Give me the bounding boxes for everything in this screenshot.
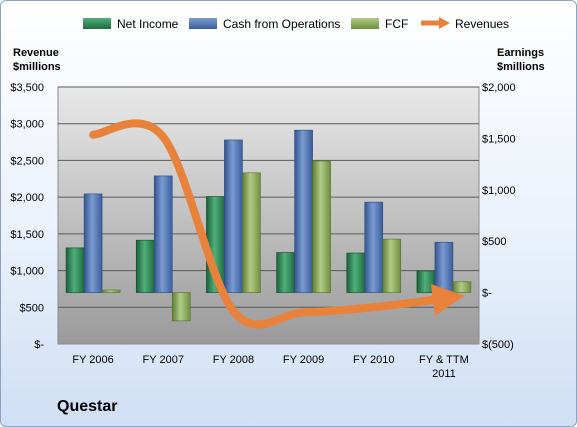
left-tick-label: $1,500 — [10, 229, 44, 241]
left-axis-title-line-2: $millions — [13, 61, 61, 73]
legend-revenues-label: Revenues — [455, 17, 510, 31]
right-tick-label: $2,000 — [482, 82, 516, 94]
cash-ops-bar — [364, 201, 384, 293]
net-income-bar — [65, 247, 85, 293]
x-tick-label: FY 2007 — [143, 354, 184, 366]
right-tick-label: $1,000 — [482, 185, 516, 197]
revenues-line — [89, 119, 465, 329]
cash-ops-bar — [83, 193, 103, 293]
cash-ops-bar — [434, 241, 454, 293]
cash-ops-bar — [294, 129, 313, 293]
left-tick-label: $3,500 — [10, 82, 44, 94]
right-tick-label: $(500) — [482, 339, 514, 351]
left-tick-label: $2,500 — [10, 155, 44, 167]
x-tick-label: FY 2009 — [283, 354, 324, 366]
company-name: Questar — [57, 398, 118, 415]
net-income-bar — [135, 239, 155, 293]
right-axis-title-line-2: $millions — [497, 61, 545, 73]
x-tick-label: 2011 — [432, 368, 456, 380]
right-tick-label: $500 — [482, 236, 506, 248]
x-tick-label: FY 2008 — [213, 354, 254, 366]
fcf-bar — [171, 292, 191, 322]
cash-ops-bar — [153, 175, 173, 293]
fcf-bar — [242, 172, 261, 293]
x-tick-label: FY 2006 — [72, 354, 113, 366]
right-tick-label: $1,500 — [482, 133, 516, 145]
net-income-bar — [346, 252, 366, 293]
chart-svg: $- $500 $1,000 $1,500 $2,000 $2,500 $3,000 $3,5… — [10, 82, 516, 380]
left-tick-label: $3,000 — [10, 119, 44, 131]
legend-net-income-swatch — [83, 18, 111, 29]
fcf-bar — [382, 238, 402, 293]
legend-cash-ops-label: Cash from Operations — [223, 17, 341, 31]
left-tick-label: $500 — [20, 302, 44, 314]
fcf-bar — [101, 289, 121, 293]
net-income-bar — [276, 252, 295, 293]
legend-cash-ops-swatch — [189, 18, 217, 29]
x-tick-label: FY & TTM — [419, 354, 469, 366]
legend-fcf-swatch — [351, 18, 379, 29]
fcf-bar — [452, 281, 472, 293]
cash-ops-bar — [224, 139, 243, 293]
left-tick-label: $1,000 — [10, 266, 44, 278]
legend-fcf-label: FCF — [385, 17, 409, 31]
right-tick-label: $- — [482, 288, 492, 300]
right-axis-title: Earnings $millions — [497, 46, 545, 74]
left-axis-title: Revenue $millions — [13, 46, 61, 74]
fcf-bar — [312, 160, 331, 293]
net-income-bar — [416, 270, 436, 293]
right-axis-title-line-1: Earnings — [497, 47, 545, 59]
left-tick-label: $- — [34, 339, 44, 351]
legend-net-income-label: Net Income — [117, 17, 179, 31]
left-tick-label: $2,000 — [10, 192, 44, 204]
legend: Net Income Cash from Operations FCF Reve… — [1, 11, 576, 37]
x-tick-label: FY 2010 — [353, 354, 394, 366]
legend-revenues-arrow-icon — [421, 17, 450, 29]
left-axis-title-line-1: Revenue — [13, 47, 59, 59]
